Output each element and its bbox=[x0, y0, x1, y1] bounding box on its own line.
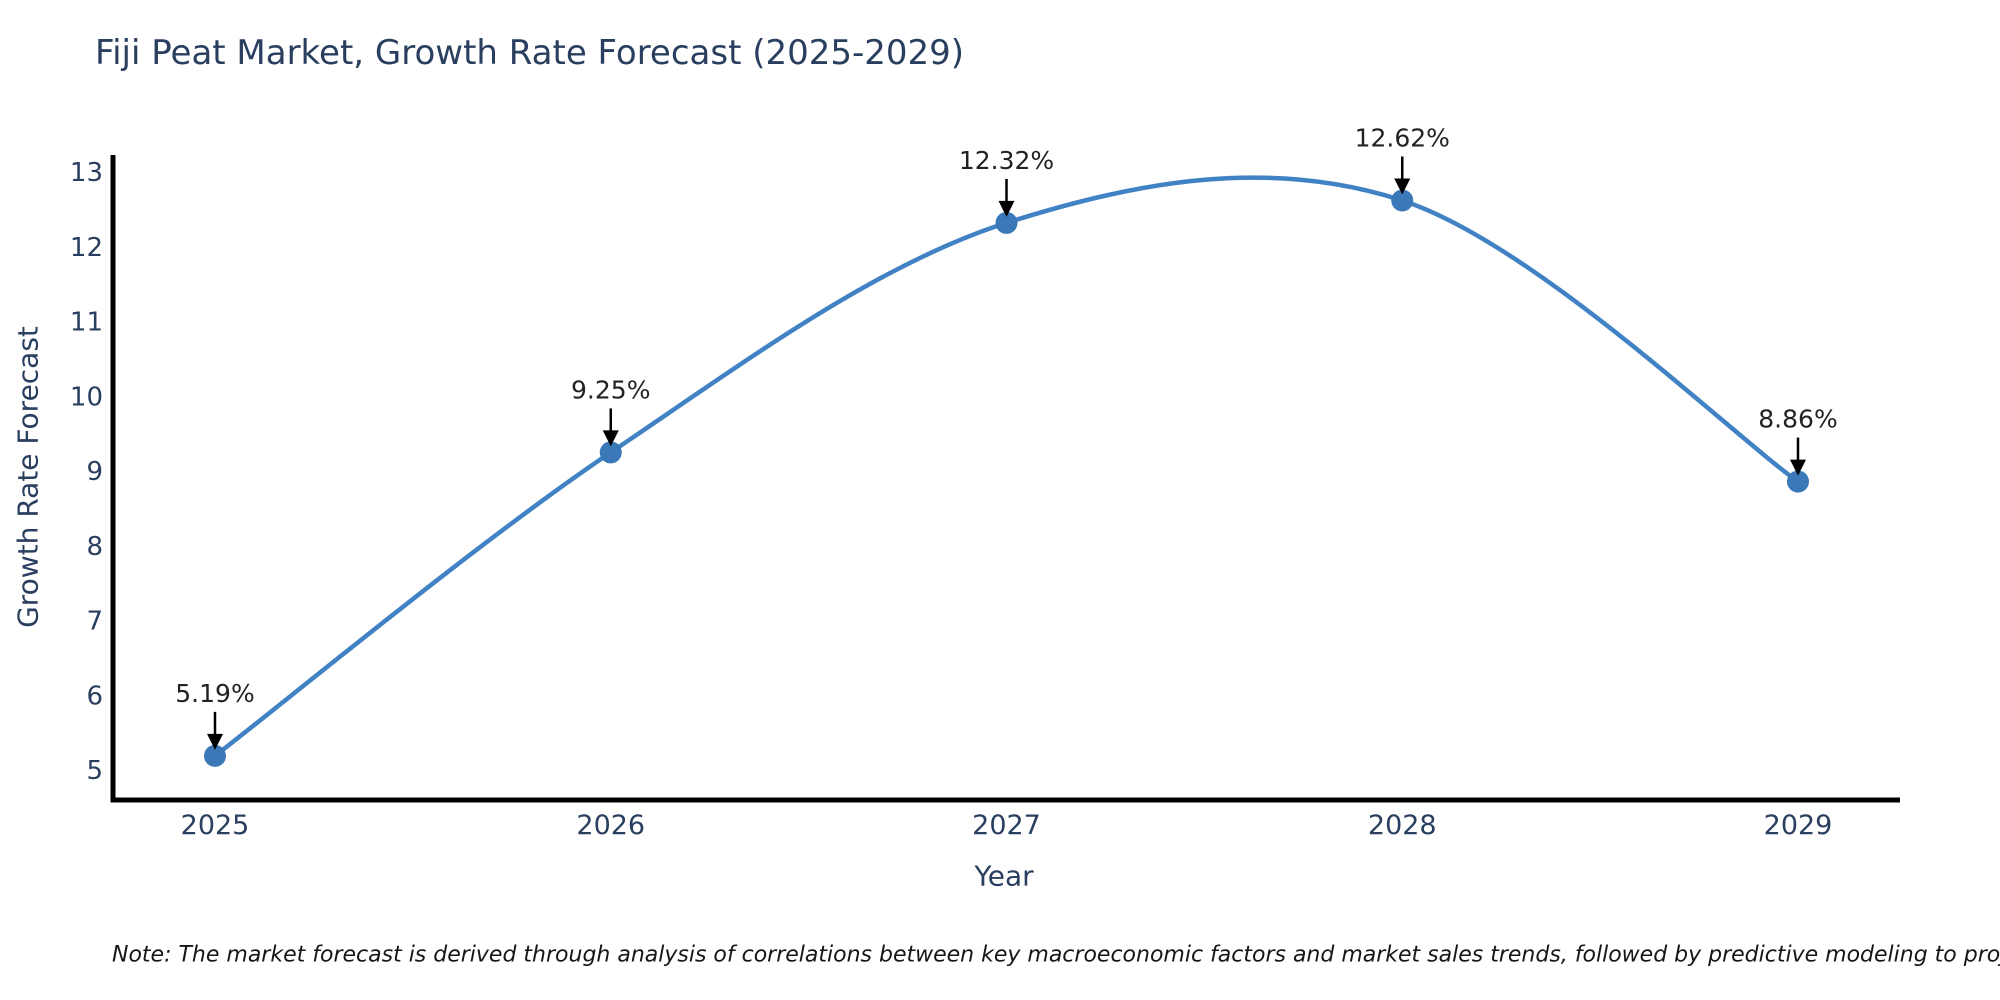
chart-title: Fiji Peat Market, Growth Rate Forecast (… bbox=[95, 33, 965, 73]
x-tick-label: 2025 bbox=[181, 810, 250, 841]
data-point-marker[interactable] bbox=[204, 744, 226, 767]
annotation-arrowhead-icon bbox=[602, 430, 619, 447]
annotation-arrowhead-icon bbox=[998, 200, 1015, 217]
y-tick-label: 8 bbox=[86, 532, 103, 562]
data-point-marker[interactable] bbox=[599, 441, 622, 464]
y-tick-label: 11 bbox=[70, 308, 103, 338]
y-tick-label: 9 bbox=[86, 457, 103, 487]
annotation-label: 8.86% bbox=[1758, 405, 1837, 434]
annotation-label: 12.32% bbox=[959, 146, 1054, 175]
data-point-marker[interactable] bbox=[995, 211, 1018, 234]
y-tick-label: 5 bbox=[86, 756, 103, 786]
data-point-marker[interactable] bbox=[1787, 470, 1809, 493]
data-point-marker[interactable] bbox=[1391, 189, 1414, 212]
annotation-arrowhead-icon bbox=[1790, 459, 1806, 476]
x-axis-title: Year bbox=[974, 859, 1034, 893]
annotation-label: 5.19% bbox=[175, 679, 254, 708]
y-tick-label: 7 bbox=[86, 607, 103, 637]
footnote: Note: The market forecast is derived thr… bbox=[112, 942, 2000, 968]
annotation-arrowhead-icon bbox=[1394, 178, 1411, 195]
x-tick-label: 2027 bbox=[972, 810, 1041, 841]
y-tick-label: 13 bbox=[70, 158, 103, 188]
y-tick-label: 10 bbox=[70, 382, 103, 412]
annotation-label: 9.25% bbox=[571, 375, 650, 404]
y-tick-label: 12 bbox=[70, 233, 103, 263]
series-line bbox=[212, 175, 1801, 759]
annotation-label: 12.62% bbox=[1355, 124, 1450, 153]
y-tick-label: 6 bbox=[86, 681, 103, 711]
annotation-arrowhead-icon bbox=[207, 733, 223, 750]
x-tick-label: 2029 bbox=[1764, 810, 1833, 841]
x-tick-label: 2026 bbox=[576, 810, 645, 841]
x-tick-label: 2028 bbox=[1368, 810, 1437, 841]
